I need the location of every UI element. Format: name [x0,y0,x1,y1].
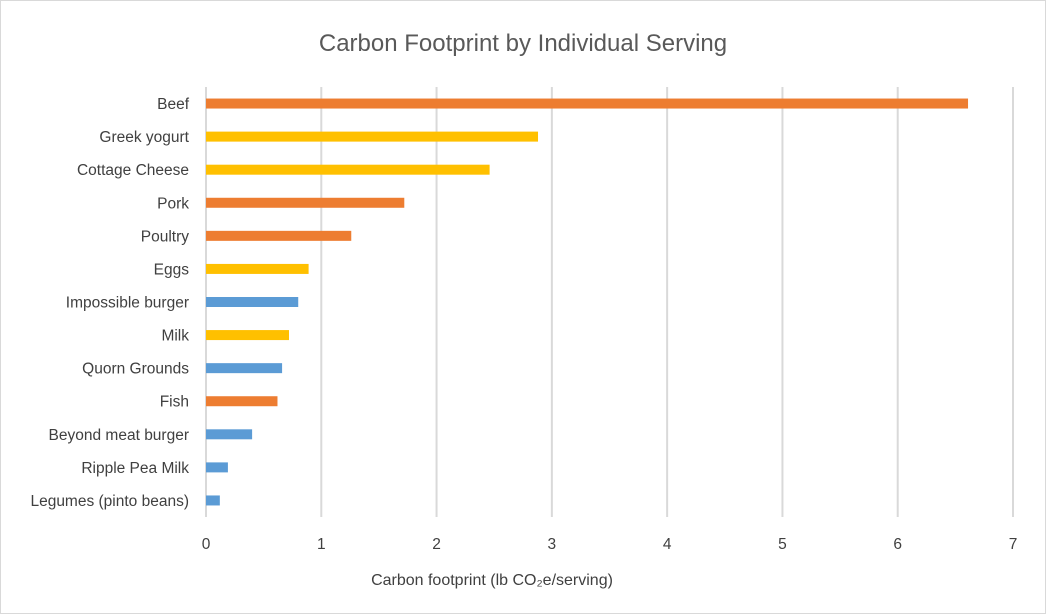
bar [206,230,352,241]
category-label: Quorn Grounds [82,361,189,378]
bar [206,164,490,175]
category-label: Eggs [154,261,190,278]
x-tick-label: 7 [1009,536,1018,553]
bar [206,297,299,307]
bar [206,197,405,208]
category-label: Legumes (pinto beans) [30,493,189,510]
x-tick-label: 4 [663,536,672,553]
category-label: Greek yogurt [99,129,189,146]
category-label: Beef [157,96,190,113]
x-axis-title: Carbon footprint (lb CO₂e/serving) [371,572,613,589]
x-tick-label: 2 [432,536,441,553]
gridlines [205,87,1014,517]
bar [206,263,309,274]
bars [206,98,969,506]
bar [206,330,290,341]
bar [206,363,283,374]
category-label: Ripple Pea Milk [81,460,189,477]
x-tick-label: 1 [317,536,326,553]
bar [206,495,220,506]
x-tick-label: 6 [893,536,902,553]
category-label: Fish [160,394,189,411]
bar [206,462,228,473]
bar [206,131,539,142]
category-label: Beyond meat burger [49,427,189,444]
chart-title: Carbon Footprint by Individual Serving [319,30,727,57]
category-label: Pork [157,195,189,212]
x-tick-label: 3 [548,536,557,553]
category-labels: Beef Greek yogurt Cottage Cheese Pork Poultr… [30,96,189,510]
bar [206,98,969,109]
category-label: Impossible burger [66,295,189,312]
category-label: Poultry [141,228,189,245]
x-tick-label: 0 [202,536,211,553]
x-tick-label: 5 [778,536,787,553]
x-tick-labels: 0 1 2 3 4 5 6 7 [202,536,1018,553]
category-label: Milk [161,328,189,345]
bar [206,429,253,440]
bar [206,396,278,407]
category-label: Cottage Cheese [77,162,189,179]
